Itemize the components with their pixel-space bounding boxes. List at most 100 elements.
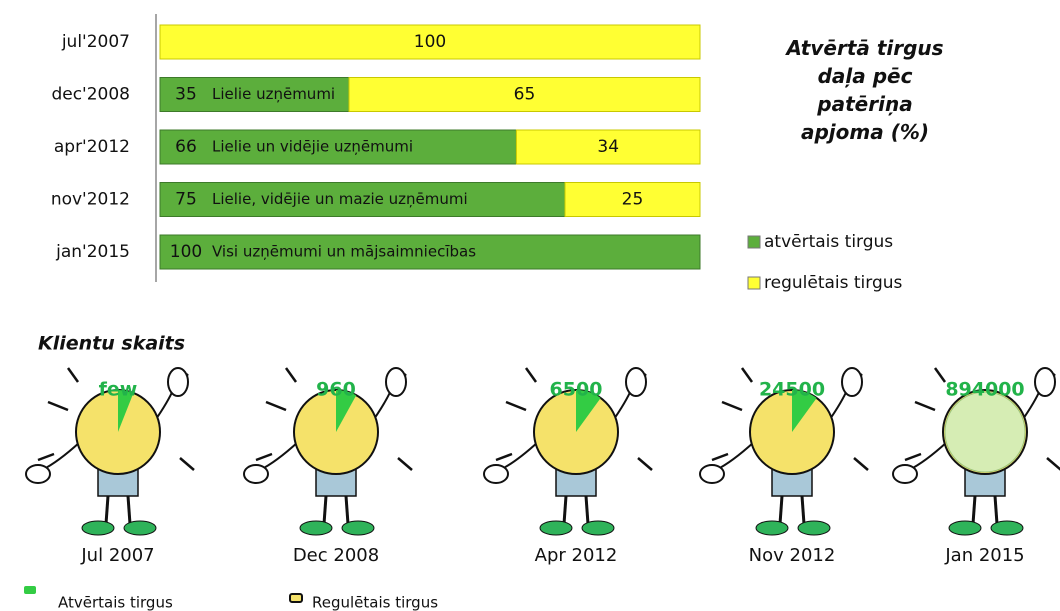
- ray: [265, 400, 287, 412]
- ray: [721, 400, 743, 412]
- count-label: 960: [316, 379, 356, 401]
- hand: [243, 464, 269, 484]
- y-tick-label: apr'2012: [54, 137, 130, 157]
- shoe: [299, 520, 333, 536]
- bar-segment: [348, 77, 701, 112]
- hand: [892, 464, 918, 484]
- ray: [397, 457, 413, 471]
- ray: [853, 457, 869, 471]
- legend-label: regulētais tirgus: [764, 273, 903, 293]
- x-tick-label: Nov 2012: [749, 545, 836, 566]
- leg: [778, 495, 784, 525]
- ray: [914, 400, 936, 412]
- value-label: 100: [414, 32, 446, 52]
- segment-note: Visi uzņēmumi un mājsaimniecības: [212, 243, 476, 261]
- count-label: 6500: [550, 379, 603, 401]
- ray: [711, 452, 729, 462]
- value-label: 66: [175, 137, 197, 157]
- y-tick-label: nov'2012: [51, 190, 130, 210]
- shoe: [581, 520, 615, 536]
- ray: [904, 452, 922, 462]
- count-label: 894000: [945, 379, 1024, 401]
- shoe: [797, 520, 831, 536]
- leg: [800, 495, 806, 525]
- bar-segment: [159, 234, 701, 270]
- segment-note: Lielie un vidējie uzņēmumi: [212, 138, 413, 156]
- y-tick-label: dec'2008: [51, 85, 130, 105]
- x-tick-label: Jan 2015: [944, 545, 1024, 566]
- hand: [1034, 367, 1056, 397]
- legend-swatch: [747, 276, 761, 290]
- shoe: [948, 520, 982, 536]
- leg: [104, 495, 110, 525]
- shoe: [341, 520, 375, 536]
- leg: [344, 495, 350, 525]
- shoe: [123, 520, 157, 536]
- leg: [971, 495, 977, 525]
- bar-segment: [159, 182, 566, 217]
- ray: [505, 400, 527, 412]
- ray: [255, 452, 273, 462]
- ray: [179, 457, 195, 471]
- hand: [625, 367, 647, 397]
- hand: [699, 464, 725, 484]
- ray: [37, 452, 55, 462]
- pie-wedge: [944, 391, 1026, 473]
- legend-label: Regulētais tirgus: [312, 594, 438, 611]
- shoe: [755, 520, 789, 536]
- x-tick-label: Dec 2008: [293, 545, 379, 566]
- legend-swatch: [289, 593, 303, 603]
- bar-segment: [159, 129, 517, 165]
- pie-wedge: [118, 390, 134, 432]
- x-tick-label: Apr 2012: [535, 545, 618, 566]
- count-label: 24500: [759, 379, 825, 401]
- leg: [126, 495, 132, 525]
- clients-title: Klientu skaits: [38, 333, 185, 355]
- bar-segment: [564, 182, 701, 217]
- hand: [25, 464, 51, 484]
- legend-swatch: [24, 586, 36, 594]
- bar-segment: [515, 129, 701, 165]
- ray: [47, 400, 69, 412]
- hand: [483, 464, 509, 484]
- shoe: [81, 520, 115, 536]
- pie-wedge: [792, 390, 817, 432]
- value-label: 65: [514, 85, 536, 105]
- pie-wedge: [576, 390, 601, 432]
- leg: [322, 495, 328, 525]
- bar-segment: [159, 24, 701, 60]
- ray: [1046, 457, 1060, 471]
- legend-label: atvērtais tirgus: [764, 232, 893, 252]
- ray: [524, 367, 538, 383]
- legend-label: Atvērtais tirgus: [58, 594, 173, 611]
- segment-note: Lielie uzņēmumi: [212, 85, 335, 103]
- ray: [66, 367, 80, 383]
- value-label: 75: [175, 190, 197, 210]
- ray: [637, 457, 653, 471]
- value-label: 34: [597, 137, 619, 157]
- value-label: 100: [170, 242, 202, 262]
- ray: [495, 452, 513, 462]
- bar-segment: [159, 77, 350, 112]
- count-label: few: [99, 379, 138, 401]
- segment-note: Lielie, vidējie un mazie uzņēmumi: [212, 190, 468, 208]
- x-tick-label: Jul 2007: [80, 545, 154, 566]
- ray: [284, 367, 298, 383]
- ray: [933, 367, 947, 383]
- chart-title: Atvērtā tirgus daļa pēc patēriņa apjoma …: [786, 36, 944, 144]
- hand: [167, 367, 189, 397]
- shoe: [990, 520, 1024, 536]
- leg: [562, 495, 568, 525]
- y-tick-label: jan'2015: [55, 242, 130, 262]
- shoe: [539, 520, 573, 536]
- y-tick-label: jul'2007: [61, 32, 130, 52]
- value-label: 25: [622, 190, 644, 210]
- pie-wedge: [336, 390, 357, 432]
- hand: [841, 367, 863, 397]
- hand: [385, 367, 407, 397]
- leg: [993, 495, 999, 525]
- value-label: 35: [175, 85, 197, 105]
- legend-swatch: [747, 235, 761, 249]
